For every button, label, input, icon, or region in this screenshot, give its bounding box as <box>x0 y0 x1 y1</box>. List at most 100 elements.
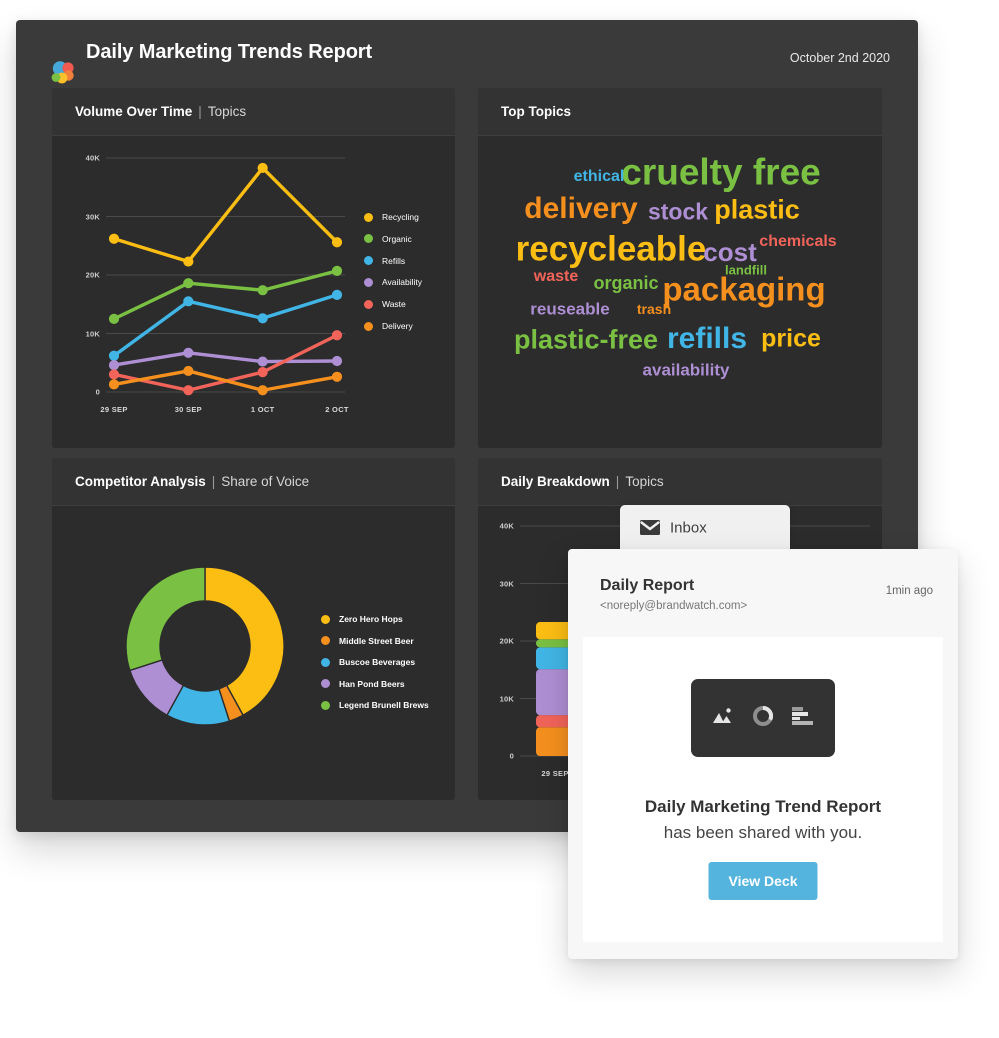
inbox-label: Inbox <box>670 519 707 537</box>
legend-color-dot <box>364 212 373 222</box>
x-axis-tick: 1 OCT <box>250 405 275 414</box>
panel-title-separator: | <box>615 473 620 489</box>
legend-item[interactable]: Recycling <box>364 212 419 222</box>
y-axis-tick: 10K <box>85 329 100 338</box>
word-cloud-term[interactable]: landfill <box>725 262 767 278</box>
donut-chart-icon <box>753 705 774 731</box>
legend-color-dot <box>321 657 330 667</box>
y-axis-tick: 20K <box>85 270 100 280</box>
page-title: Daily Marketing Trends Report <box>86 41 373 63</box>
legend-item[interactable]: Refills <box>364 256 405 266</box>
bar-chart-icon <box>792 706 814 730</box>
legend-label: Legend Brunell Brews <box>339 700 429 710</box>
legend-item[interactable]: Middle Street Beer <box>321 636 414 646</box>
word-cloud-term[interactable]: trash <box>636 301 672 317</box>
word-cloud-term[interactable]: refills <box>666 322 748 355</box>
y-axis-tick: 10K <box>499 694 514 703</box>
y-axis-tick: 30K <box>85 212 100 221</box>
legend-label: Refills <box>382 255 406 266</box>
legend-label: Delivery <box>382 321 413 331</box>
legend-color-dot <box>321 614 330 624</box>
panel-header-volume: Volume Over Time | Topics <box>52 88 455 136</box>
x-axis-tick: 2 OCT <box>325 405 349 414</box>
donut-chart[interactable]: Zero Hero Hops Middle Street Beer Buscoe B… <box>52 506 455 798</box>
panel-title: Volume Over Time <box>75 103 193 119</box>
legend-color-dot <box>364 321 373 331</box>
panel-subtitle: Share of Voice <box>221 473 310 489</box>
image-icon <box>712 707 734 730</box>
email-subline: has been shared with you. <box>663 823 863 842</box>
legend-label: Recycling <box>382 212 419 222</box>
email-header: Daily Report <noreply@brandwatch.com> 1m… <box>568 549 958 617</box>
legend-color-dot <box>364 256 373 266</box>
y-axis-tick: 0 <box>95 387 100 397</box>
legend-label: Organic <box>382 233 412 244</box>
email-timestamp: 1min ago <box>885 585 933 597</box>
dashboard-header: Daily Marketing Trends Report October 2n… <box>16 20 918 86</box>
email-headline: Daily Marketing Trend Report <box>644 797 882 816</box>
panel-title-separator: | <box>198 103 202 119</box>
report-date: October 2nd 2020 <box>789 51 890 65</box>
y-axis-tick: 40K <box>85 153 100 163</box>
panel-title: Daily Breakdown <box>501 473 610 489</box>
legend-item[interactable]: Zero Hero Hops <box>321 614 403 624</box>
legend-label: Han Pond Beers <box>339 678 405 689</box>
word-cloud-term[interactable]: reuseable <box>530 299 610 319</box>
email-notification-card: Daily Report <noreply@brandwatch.com> 1m… <box>568 549 958 959</box>
legend-color-dot <box>321 679 330 688</box>
legend-item[interactable]: Waste <box>364 299 406 309</box>
legend-item[interactable]: Availability <box>364 277 422 287</box>
word-cloud-term[interactable]: price <box>761 324 821 353</box>
word-cloud-term[interactable]: ethical <box>573 168 625 185</box>
dashboard-window: Daily Marketing Trends Report October 2n… <box>16 20 918 832</box>
panel-header-topics: Top Topics <box>478 88 882 136</box>
y-axis-tick: 0 <box>509 751 514 761</box>
y-axis-tick: 20K <box>499 636 514 646</box>
legend-item[interactable]: Delivery <box>364 321 413 331</box>
word-cloud-term[interactable]: plastic-free <box>513 324 659 355</box>
word-cloud-term[interactable]: delivery <box>524 192 638 225</box>
panel-subtitle: Topics <box>625 473 664 489</box>
word-cloud-term[interactable]: cost <box>703 237 757 267</box>
word-cloud-term[interactable]: plastic <box>714 194 800 225</box>
word-cloud-term[interactable]: recycleable <box>515 229 707 269</box>
panel-top-topics: Top Topics cruelty free ethical delivery st… <box>478 88 882 448</box>
legend-color-dot <box>364 277 373 287</box>
inbox-tab[interactable]: Inbox <box>620 505 790 551</box>
legend-item[interactable]: Legend Brunell Brews <box>321 700 429 710</box>
legend-color-dot <box>364 299 373 309</box>
email-subject: Daily Report <box>600 577 695 594</box>
x-axis-tick: 29 SEP <box>100 405 128 414</box>
word-cloud[interactable]: cruelty free ethical delivery stock plastic r… <box>478 136 882 446</box>
panel-volume-over-time: Volume Over Time | Topics 0 10K 20K 30K 40K 29 … <box>52 88 455 448</box>
email-sender: <noreply@brandwatch.com> <box>600 600 748 612</box>
legend-color-dot <box>364 234 373 244</box>
view-deck-button[interactable]: View Deck <box>708 862 818 900</box>
envelope-icon <box>640 520 660 535</box>
word-cloud-term[interactable]: chemicals <box>759 233 837 250</box>
panel-title: Top Topics <box>501 103 571 119</box>
report-thumbnail[interactable] <box>691 679 835 757</box>
legend-label: Middle Street Beer <box>339 635 414 646</box>
y-axis-tick: 40K <box>499 521 514 531</box>
word-cloud-term[interactable]: availability <box>642 360 730 380</box>
legend-color-dot <box>321 636 330 645</box>
panel-title: Competitor Analysis <box>75 473 206 489</box>
legend-label: Zero Hero Hops <box>339 614 403 624</box>
word-cloud-term[interactable]: cruelty free <box>621 151 821 193</box>
legend-label: Waste <box>382 299 406 310</box>
legend-item[interactable]: Han Pond Beers <box>321 679 405 689</box>
x-axis-tick: 29 SEP <box>541 769 569 778</box>
word-cloud-term[interactable]: packaging <box>662 270 826 308</box>
word-cloud-term[interactable]: waste <box>533 268 579 285</box>
legend-item[interactable]: Organic <box>364 234 412 244</box>
legend-color-dot <box>321 700 330 710</box>
panel-subtitle: Topics <box>207 103 247 119</box>
line-chart[interactable]: 0 10K 20K 30K 40K 29 SEP 30 SEP 1 OCT 2 OCT Recyc… <box>52 136 455 446</box>
panel-competitor-analysis: Competitor Analysis | Share of Voice Zero … <box>52 458 455 800</box>
word-cloud-term[interactable]: organic <box>593 273 659 293</box>
brandwatch-hexagon-logo-icon <box>49 59 75 87</box>
word-cloud-term[interactable]: stock <box>647 198 709 225</box>
legend-item[interactable]: Buscoe Beverages <box>321 657 415 667</box>
